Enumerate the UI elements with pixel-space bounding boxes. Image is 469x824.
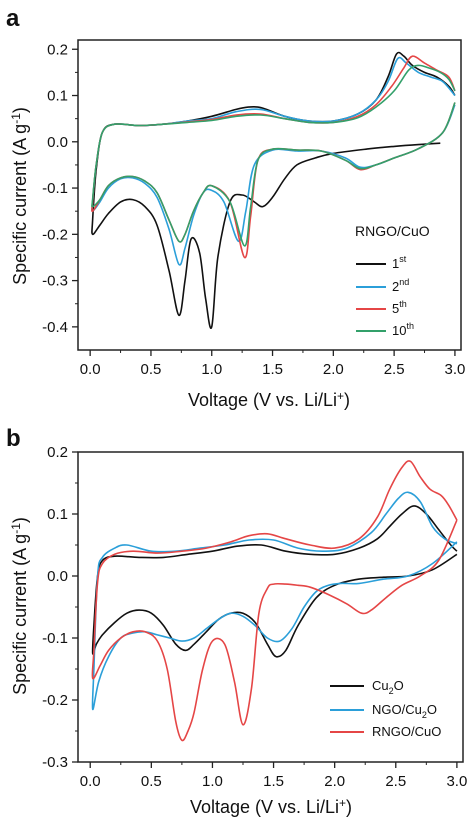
panel-b-y-axis-label: Specific current (A g-1) — [9, 517, 30, 695]
panel-b-x-tick-label: 0.0 — [80, 773, 101, 790]
panel-b-x-tick-label: 0.5 — [141, 773, 162, 790]
panel-a-x-axis-label: Voltage (V vs. Li/Li+) — [188, 389, 350, 410]
legend-label-cu2o: Cu2O — [372, 678, 404, 696]
legend-label-2nd: 2nd — [392, 277, 409, 294]
panel-b-x-tick-label: 1.0 — [202, 773, 223, 790]
panel-a-legend: RNGO/CuO 1st 2nd 5th 10th — [355, 223, 430, 338]
panel-a-y-tick-label: -0.4 — [42, 319, 68, 336]
panel-a: a 0.0 0.5 1.0 1.5 2.0 2.5 3.0 0.2 0.1 0.0 -0.1 -0.… — [6, 5, 465, 410]
panel-b-x-ticks: 0.0 0.5 1.0 1.5 2.0 2.5 3.0 — [80, 762, 467, 790]
panel-b-legend: Cu2O NGO/Cu2O RNGO/CuO — [330, 678, 441, 739]
panel-a-series-group — [91, 51, 456, 329]
panel-a-y-tick-label: -0.2 — [42, 226, 68, 243]
legend-label-5th: 5th — [392, 299, 407, 316]
panel-a-y-tick-label: 0.0 — [47, 134, 68, 151]
panel-b-letter: b — [6, 425, 21, 452]
panel-a-legend-title: RNGO/CuO — [355, 223, 430, 239]
panel-a-y-ticks: 0.2 0.1 0.0 -0.1 -0.2 -0.3 -0.4 — [42, 41, 78, 336]
panel-a-y-axis-label: Specific current (A g-1) — [9, 107, 30, 285]
panel-a-x-ticks: 0.0 0.5 1.0 1.5 2.0 2.5 3.0 — [80, 350, 465, 378]
panel-a-x-tick-label: 1.0 — [201, 361, 222, 378]
legend-label-ngo-cu2o: NGO/Cu2O — [372, 702, 437, 720]
panel-b-x-tick-label: 1.5 — [263, 773, 284, 790]
panel-b-y-tick-label: -0.3 — [42, 754, 68, 771]
panel-b-series-group — [91, 460, 458, 742]
panel-a-y-tick-label: -0.3 — [42, 273, 68, 290]
panel-a-x-tick-label: 3.0 — [444, 361, 465, 378]
panel-b-y-tick-label: -0.2 — [42, 692, 68, 709]
panel-b-x-tick-label: 2.5 — [385, 773, 406, 790]
panel-a-x-tick-label: 1.5 — [262, 361, 283, 378]
panel-a-letter: a — [6, 5, 20, 32]
panel-a-x-tick-label: 0.5 — [141, 361, 162, 378]
panel-a-series-4-line — [91, 64, 456, 247]
panel-b-series-3-line — [91, 460, 458, 742]
panel-a-series-2-line — [91, 56, 456, 266]
panel-b-y-ticks: 0.2 0.1 0.0 -0.1 -0.2 -0.3 — [42, 444, 78, 771]
panel-a-frame — [77, 39, 462, 351]
legend-label-1st: 1st — [392, 254, 407, 271]
panel-b-x-axis-label: Voltage (V vs. Li/Li+) — [190, 796, 352, 817]
legend-label-rngo-cuo: RNGO/CuO — [372, 724, 441, 739]
panel-a-y-tick-label: 0.1 — [47, 88, 68, 105]
panel-b-series-1-line — [91, 505, 458, 658]
panel-a-x-tick-label: 2.5 — [384, 361, 405, 378]
panel-b: b 0.0 0.5 1.0 1.5 2.0 2.5 3.0 0.2 0.1 0.0 -0.1 -0.… — [6, 425, 467, 817]
panel-a-x-tick-label: 2.0 — [323, 361, 344, 378]
legend-label-10th: 10th — [392, 321, 414, 338]
panel-b-x-tick-label: 2.0 — [324, 773, 345, 790]
panel-b-x-tick-label: 3.0 — [446, 773, 467, 790]
panel-a-y-tick-label: -0.1 — [42, 180, 68, 197]
panel-b-y-tick-label: 0.0 — [47, 568, 68, 585]
panel-b-y-tick-label: 0.1 — [47, 506, 68, 523]
panel-b-y-tick-label: 0.2 — [47, 444, 68, 461]
panel-a-x-tick-label: 0.0 — [80, 361, 101, 378]
panel-b-y-tick-label: -0.1 — [42, 630, 68, 647]
panel-b-series-2-line — [91, 491, 458, 711]
panel-a-y-tick-label: 0.2 — [47, 41, 68, 58]
